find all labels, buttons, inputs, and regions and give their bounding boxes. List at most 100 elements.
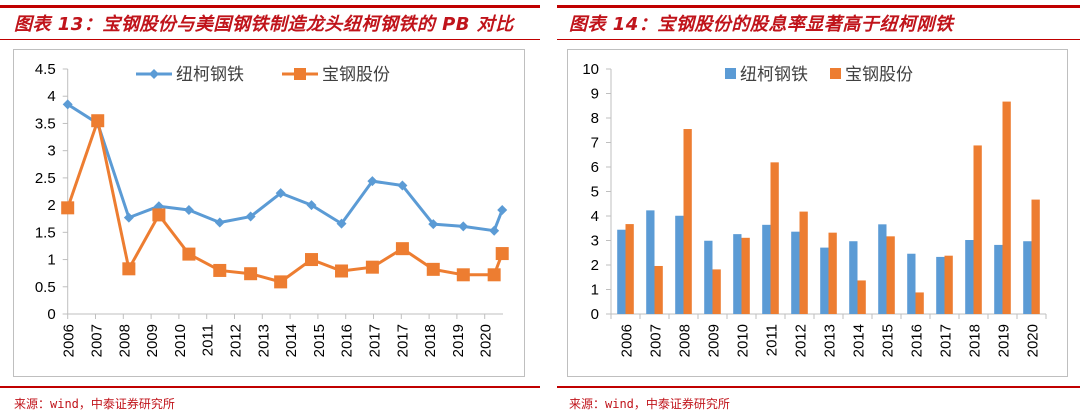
- data-point-nucor: [428, 219, 439, 230]
- bar-nucor: [675, 215, 684, 314]
- dividend-bar-chart-frame: 0 1 2 3 4 5 6 7 8 9 10 2006 2007 2008 2009 2010 2011 2012…: [567, 49, 1068, 377]
- legend-label-nucor: 纽柯钢铁: [176, 65, 244, 85]
- bar-nucor: [617, 229, 626, 314]
- data-point-nucor: [275, 188, 286, 199]
- bar-baosteel: [741, 237, 750, 314]
- data-point-baosteel: [487, 268, 501, 282]
- data-point-nucor: [367, 176, 378, 187]
- data-point-nucor: [489, 225, 500, 236]
- bar-baosteel: [625, 224, 634, 314]
- data-point-baosteel: [426, 262, 440, 276]
- data-point-baosteel: [395, 242, 409, 256]
- footer-rule: [0, 386, 540, 388]
- x-tick-label: 2009: [144, 324, 161, 357]
- x-tick-label: 2012: [793, 324, 810, 357]
- pb-line-chart-frame: 0 0.5 1 1.5 2 2.5 3 3.5 4 4.5 2006 2007 2008 2009 2010…: [13, 49, 525, 377]
- figure-13-title: 图表 13：宝钢股份与美国钢铁制造龙头纽柯钢铁的 PB 对比: [14, 14, 514, 35]
- bar-baosteel: [1031, 199, 1040, 314]
- data-point-baosteel: [244, 267, 258, 281]
- bar-nucor: [1023, 241, 1032, 314]
- data-point-baosteel: [213, 263, 227, 277]
- y-tick-label: 9: [591, 86, 599, 103]
- x-tick-label: 2014: [283, 324, 300, 357]
- bar-nucor: [965, 240, 974, 314]
- x-tick-label: 2012: [228, 324, 245, 357]
- data-point-baosteel: [122, 262, 136, 276]
- data-point-baosteel: [61, 201, 75, 215]
- figure-14-source: 来源：wind，中泰证券研究所: [569, 397, 730, 411]
- data-point-nucor: [397, 180, 408, 191]
- figure-14-title: 图表 14：宝钢股份的股息率显著高于纽柯刚铁: [569, 14, 954, 35]
- bar-baosteel: [799, 211, 808, 314]
- y-tick-label: 3.5: [35, 115, 56, 132]
- y-tick-label: 10: [582, 61, 599, 78]
- y-tick-label: 0: [47, 306, 55, 323]
- data-point-nucor: [183, 205, 194, 216]
- header-rule-top: [0, 5, 540, 8]
- series-line-nucor: [66, 103, 504, 233]
- bar-baosteel: [857, 280, 866, 314]
- x-tick-label: 2010: [735, 324, 752, 357]
- footer-rule: [557, 386, 1080, 388]
- y-tick-label: 5: [591, 184, 599, 201]
- x-tick-label: 2019: [996, 324, 1013, 357]
- x-tick-label: 2017: [938, 324, 955, 357]
- x-tick-label: 2018: [967, 324, 984, 357]
- x-tick-label: 2013: [255, 324, 272, 357]
- x-tick-label: 2006: [61, 324, 78, 357]
- x-tick-label: 2011: [200, 324, 217, 356]
- x-tick-label: 2020: [1025, 324, 1042, 357]
- data-point-baosteel: [495, 247, 509, 261]
- x-tick-label: 2008: [677, 324, 694, 357]
- bar-baosteel: [1002, 101, 1011, 315]
- x-tick-label: 2018: [422, 324, 439, 357]
- dividend-bar-chart: 0 1 2 3 4 5 6 7 8 9 10 2006 2007 2008 2009 2010 2011 2012…: [582, 61, 1047, 357]
- header-rule-bottom: [0, 39, 540, 40]
- bar-baosteel: [973, 145, 982, 314]
- y-tick-label: 4: [47, 88, 55, 105]
- data-point-nucor: [336, 218, 347, 229]
- data-point-nucor: [245, 211, 256, 222]
- bar-nucor: [849, 241, 858, 314]
- x-tick-label: 2011: [764, 324, 781, 356]
- x-tick-label: 2017: [367, 324, 384, 357]
- bar-nucor: [936, 256, 945, 314]
- y-tick-label: 3: [591, 233, 599, 250]
- legend-swatch-baosteel: [830, 68, 841, 79]
- y-tick-label: 0: [591, 306, 599, 323]
- y-tick-label: 1: [47, 252, 55, 269]
- bar-baosteel: [915, 292, 924, 314]
- legend-swatch-nucor: [725, 68, 736, 79]
- bar-nucor: [791, 231, 800, 314]
- x-tick-label: 2009: [706, 324, 723, 357]
- y-tick-label: 8: [591, 110, 599, 127]
- data-point-baosteel: [274, 275, 288, 289]
- x-tick-label: 2019: [450, 324, 467, 357]
- bar-nucor: [878, 224, 887, 314]
- data-point-baosteel: [335, 264, 349, 278]
- x-tick-label: 2006: [619, 324, 636, 357]
- header-rule-top: [557, 5, 1080, 8]
- y-tick-label: 2: [591, 257, 599, 274]
- x-tick-label: 2015: [880, 324, 897, 357]
- series-line-baosteel: [66, 119, 504, 284]
- legend-label-baosteel: 宝钢股份: [322, 65, 390, 85]
- bar-baosteel: [770, 162, 779, 314]
- x-tick-label: 2007: [648, 324, 665, 357]
- x-tick-label: 2017: [394, 324, 411, 357]
- header-rule-bottom: [557, 39, 1080, 40]
- pb-line-chart: 0 0.5 1 1.5 2 2.5 3 3.5 4 4.5 2006 2007 2008 2009 2010…: [35, 61, 509, 357]
- data-point-baosteel: [152, 208, 166, 222]
- data-point-baosteel: [456, 268, 470, 282]
- data-point-baosteel: [91, 114, 105, 128]
- bar-baosteel: [886, 236, 895, 314]
- y-tick-label: 1: [591, 282, 599, 299]
- data-point-nucor: [123, 212, 134, 223]
- y-tick-label: 2: [47, 197, 55, 214]
- legend-marker-baosteel: [294, 68, 306, 80]
- bar-baosteel: [828, 232, 837, 314]
- bar-nucor: [646, 210, 655, 314]
- data-point-nucor: [214, 217, 225, 228]
- bar-nucor: [994, 244, 1003, 314]
- bar-nucor: [820, 247, 829, 314]
